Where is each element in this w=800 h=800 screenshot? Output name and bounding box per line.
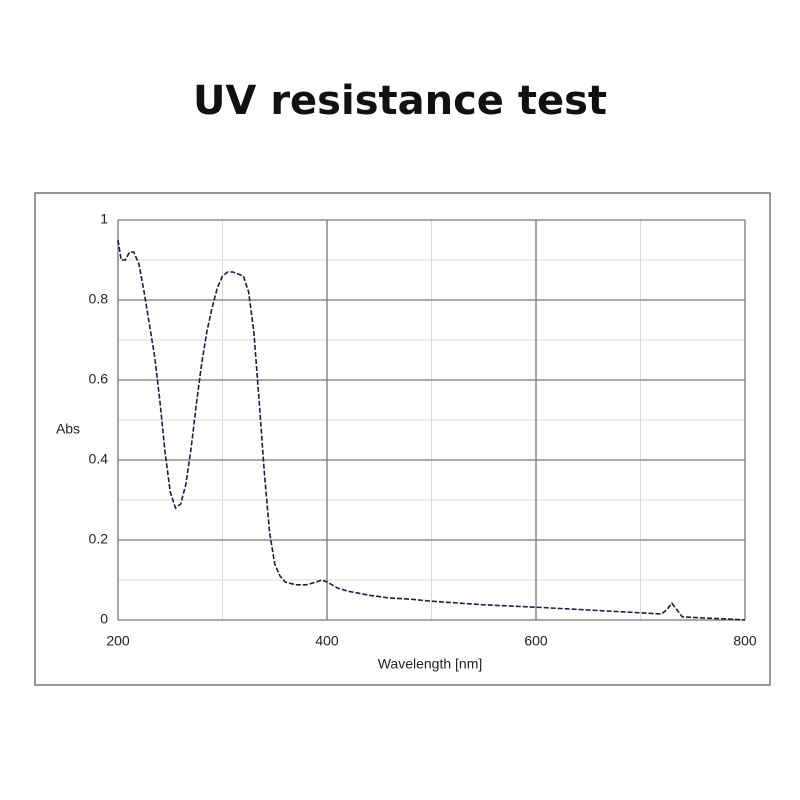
x-tick-label: 200 (106, 633, 130, 649)
x-tick-label: 800 (733, 633, 757, 649)
x-axis-label: Wavelength [nm] (378, 656, 483, 672)
y-tick-label: 0.2 (89, 531, 109, 547)
x-tick-label: 600 (524, 633, 548, 649)
data-line (117, 239, 746, 621)
y-tick-label: 1 (100, 211, 108, 227)
y-axis-label: Abs (56, 421, 80, 437)
chart-title: UV resistance test (193, 78, 607, 124)
y-tick-label: 0.4 (89, 451, 109, 467)
x-tick-label: 400 (315, 633, 339, 649)
y-tick-label: 0.6 (89, 371, 109, 387)
y-tick-label: 0.8 (89, 291, 109, 307)
chart-frame (34, 192, 771, 686)
y-tick-label: 0 (100, 611, 108, 627)
